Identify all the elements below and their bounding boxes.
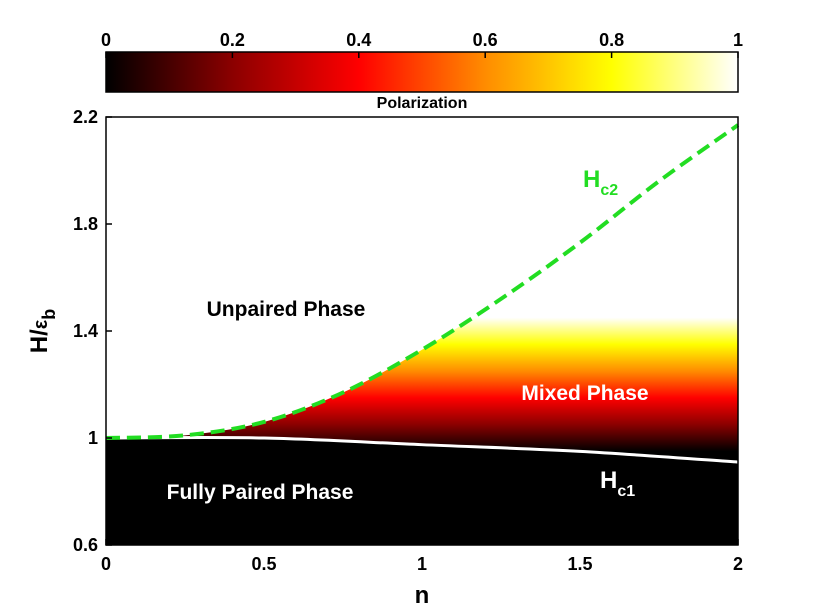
hc1-label: Hc1	[600, 467, 635, 500]
x-tick-label: 0	[101, 554, 111, 574]
x-tick-label: 2	[733, 554, 743, 574]
y-axis-label-sub: b	[39, 309, 59, 320]
plot-area	[105, 116, 740, 546]
colorbar-tick: 0.6	[473, 30, 498, 58]
colorbar-tick-label: 0.2	[220, 30, 245, 50]
hc1-label-main: H	[600, 467, 617, 494]
x-tick: 1.5	[567, 539, 593, 574]
y-tick-label: 1	[88, 428, 98, 448]
colorbar-tick-label: 0.6	[473, 30, 498, 50]
hc2-label: Hc2	[583, 166, 618, 199]
colorbar-tick: 0.8	[599, 30, 624, 58]
colorbar-tick: 0.2	[220, 30, 245, 58]
colorbar-label: Polarization	[377, 95, 468, 112]
hc2-label-main: H	[583, 166, 600, 193]
fully-paired-phase-label: Fully Paired Phase	[167, 481, 354, 504]
y-axis-label-symbol: ε	[30, 319, 52, 329]
x-tick: 0	[101, 539, 111, 574]
hc1-label-sub: c1	[617, 483, 635, 500]
x-tick-label: 0.5	[251, 554, 276, 574]
hc2-curve	[105, 123, 740, 440]
x-tick: 2	[733, 539, 743, 574]
y-tick: 1	[88, 428, 112, 448]
colorbar-tick-label: 0	[101, 30, 111, 50]
mixed-phase-area	[106, 125, 738, 463]
y-tick: 1.8	[73, 214, 112, 234]
x-tick: 0.5	[251, 539, 277, 574]
fully-paired-area	[106, 437, 738, 545]
colorbar-tick: 0	[101, 30, 111, 58]
y-tick-label: 1.8	[73, 214, 98, 234]
y-tick-label: 0.6	[73, 535, 98, 555]
colorbar-tick-label: 1	[733, 30, 743, 50]
colorbar-tick-label: 0.8	[599, 30, 624, 50]
x-tick-label: 1	[417, 554, 427, 574]
y-tick: 1.4	[73, 321, 112, 341]
y-tick: 2.2	[73, 107, 112, 127]
x-tick-label: 1.5	[567, 554, 592, 574]
mixed-phase-label: Mixed Phase	[521, 382, 648, 405]
y-axis-label-main: H/	[26, 329, 53, 353]
y-tick-label: 1.4	[73, 321, 98, 341]
hc1-curve	[105, 436, 739, 464]
x-axis: 0 0.5 1 1.5 2	[101, 539, 743, 574]
y-axis-label: H/εb	[26, 309, 59, 354]
colorbar-tick: 1	[733, 30, 743, 58]
y-tick-label: 2.2	[73, 107, 98, 127]
colorbar: 0 0.2 0.4 0.6 0.8 1 Polarization	[101, 30, 743, 112]
colorbar-tick-label: 0.4	[346, 30, 371, 50]
colorbar-gradient	[105, 51, 739, 93]
colorbar-tick: 0.4	[346, 30, 371, 58]
x-tick: 1	[417, 539, 427, 574]
y-tick: 0.6	[73, 535, 112, 555]
x-axis-label: n	[415, 582, 430, 609]
y-axis: 0.6 1 1.4 1.8 2.2	[73, 107, 112, 555]
hc2-label-sub: c2	[600, 182, 618, 199]
svg-text:H/εb: H/εb	[26, 309, 59, 354]
unpaired-phase-label: Unpaired Phase	[207, 298, 366, 321]
